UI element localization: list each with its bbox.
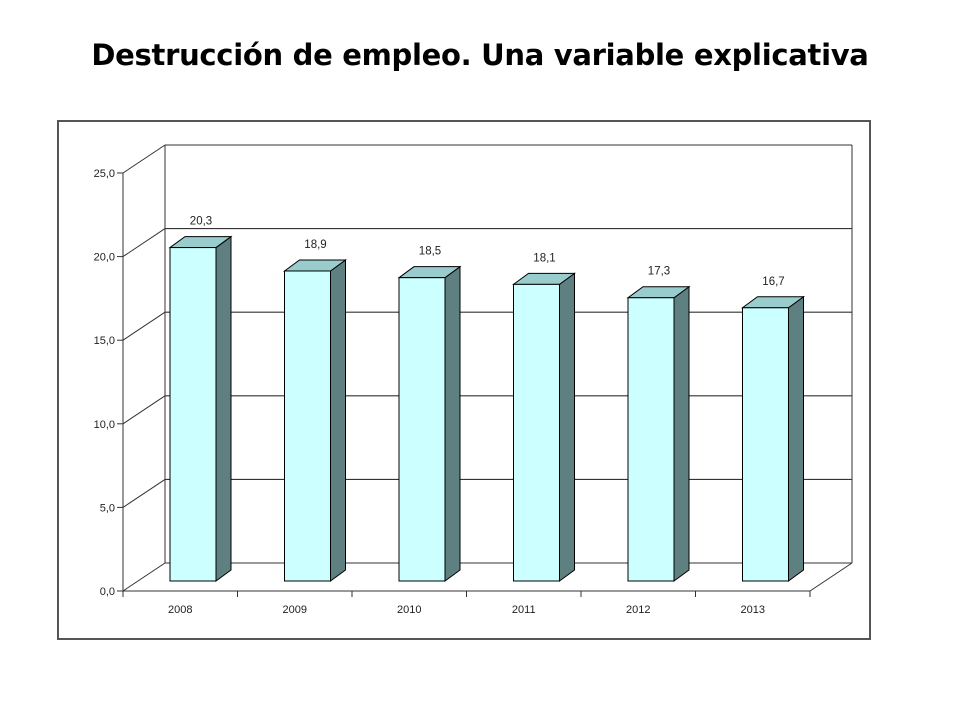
- floor-right-edge: [809, 562, 853, 592]
- x-tick-label: 2010: [397, 604, 421, 616]
- data-label: 16,7: [762, 276, 784, 288]
- bar-side: [215, 235, 232, 582]
- y-tick-label: 15,0: [94, 335, 115, 347]
- gridline-depth: [122, 311, 166, 341]
- data-label: 18,9: [304, 239, 326, 251]
- y-tick-label: 0,0: [100, 586, 115, 598]
- gridline-depth: [122, 478, 166, 508]
- slide-title: Destrucción de empleo. Una variable expl…: [91, 38, 869, 72]
- y-tick-label: 5,0: [100, 502, 115, 514]
- data-label: 17,3: [648, 266, 670, 278]
- bar: [284, 270, 331, 582]
- bar-side: [673, 285, 690, 582]
- bar-side: [330, 259, 346, 582]
- gridline-depth: [122, 144, 166, 174]
- x-tick-label: 2011: [512, 604, 536, 616]
- bar-side: [559, 272, 575, 582]
- y-tick-label: 20,0: [94, 252, 115, 264]
- chart-frame: [57, 120, 871, 640]
- bar: [513, 283, 560, 582]
- x-tick-label: 2009: [283, 604, 307, 616]
- x-tick-label: 2013: [741, 604, 765, 616]
- gridline-depth: [122, 395, 166, 425]
- bar: [398, 277, 446, 582]
- y-tick-label: 25,0: [94, 168, 115, 180]
- bar-side: [444, 265, 461, 582]
- x-tick-label: 2008: [168, 604, 192, 616]
- bar-side: [788, 295, 804, 582]
- x-tick-label: 2012: [626, 604, 650, 616]
- bar: [627, 297, 675, 582]
- y-tick-label: 10,0: [94, 419, 115, 431]
- gridline-depth: [122, 228, 166, 258]
- data-label: 20,3: [190, 216, 212, 228]
- bar: [169, 247, 217, 582]
- data-label: 18,1: [533, 252, 555, 264]
- bar: [742, 307, 789, 582]
- data-label: 18,5: [419, 246, 441, 258]
- gridline-depth: [122, 562, 166, 592]
